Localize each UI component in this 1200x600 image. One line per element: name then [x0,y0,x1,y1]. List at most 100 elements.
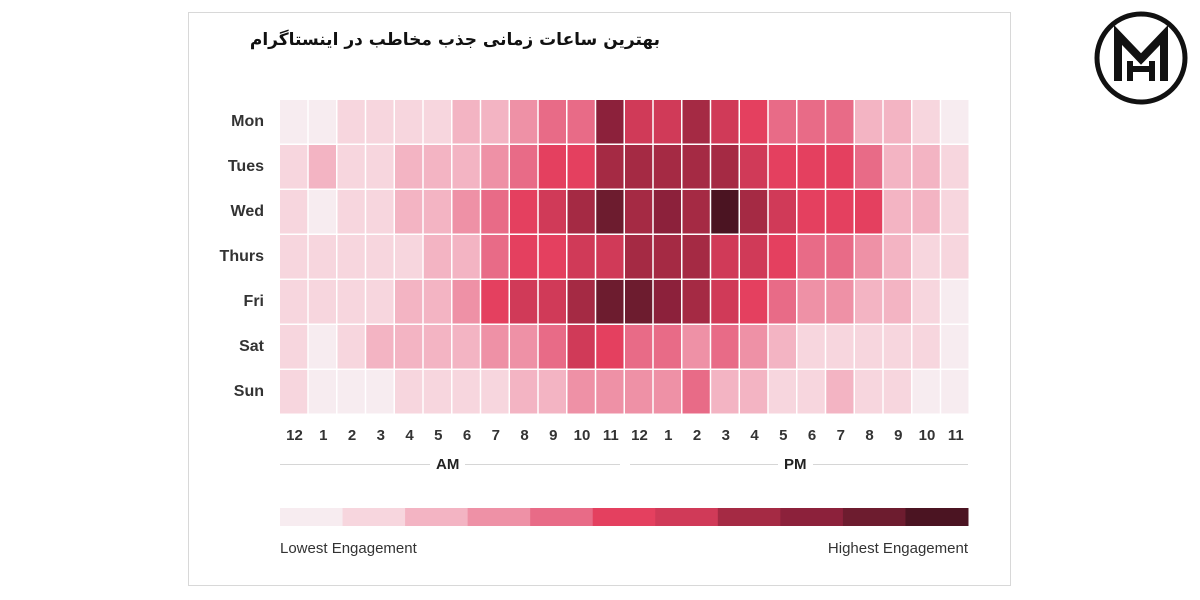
heatmap-cell-sun-18 [797,370,825,414]
hour-label-0: 12 [286,427,303,444]
heatmap-cell-tues-1 [308,145,336,189]
heatmap-cell-thurs-9 [538,235,566,279]
heatmap-cell-tues-19 [826,145,854,189]
heatmap-cell-fri-17 [768,280,796,324]
heatmap-cell-fri-5 [423,280,451,324]
heatmap-cell-mon-7 [481,100,509,144]
heatmap-cell-sun-6 [452,370,480,414]
heatmap-cell-tues-17 [768,145,796,189]
heatmap-cell-thurs-19 [826,235,854,279]
heatmap-cell-wed-19 [826,190,854,234]
heatmap-cell-mon-1 [308,100,336,144]
legend-swatch-0 [280,508,344,526]
heatmap-cell-sat-7 [481,325,509,369]
heatmap-cell-tues-22 [912,145,940,189]
m-monogram-logo [1094,11,1188,105]
legend-swatch-7 [717,508,781,526]
heatmap-cell-thurs-0 [280,235,308,279]
heatmap-cell-sun-3 [366,370,394,414]
heatmap-cell-fri-8 [510,280,538,324]
heatmap-cell-wed-8 [510,190,538,234]
heatmap-cell-wed-23 [941,190,969,234]
heatmap-cell-thurs-15 [711,235,739,279]
legend-swatch-1 [342,508,406,526]
heatmap-cell-mon-9 [538,100,566,144]
hour-label-9: 9 [549,427,558,444]
day-label-sun: Sun [233,382,264,400]
heatmap-cell-thurs-6 [452,235,480,279]
heatmap-cell-sun-20 [855,370,883,414]
hour-label-18: 6 [807,427,817,444]
hour-label-19: 7 [836,427,845,444]
heatmap-cell-tues-8 [510,145,538,189]
hour-label-23: 11 [947,427,964,444]
heatmap-cell-wed-5 [423,190,451,234]
heatmap-cell-sun-17 [768,370,796,414]
heatmap-cell-fri-23 [941,280,969,324]
heatmap-cell-mon-12 [625,100,653,144]
heatmap-cell-sun-7 [481,370,509,414]
heatmap-cell-sun-13 [653,370,681,414]
heatmap-cell-sun-19 [826,370,854,414]
heatmap-cell-mon-4 [395,100,423,144]
heatmap-cell-tues-21 [883,145,911,189]
heatmap-cell-mon-17 [768,100,796,144]
legend-swatch-2 [405,508,469,526]
heatmap-cell-wed-17 [768,190,796,234]
heatmap-cell-mon-2 [337,100,365,144]
heatmap-cell-sat-12 [625,325,653,369]
heatmap-cell-fri-22 [912,280,940,324]
heatmap-cell-fri-15 [711,280,739,324]
heatmap-cell-thurs-20 [855,235,883,279]
legend-high-label: Highest Engagement [827,540,968,557]
hour-label-5: 5 [434,427,443,444]
heatmap-cell-sat-13 [653,325,681,369]
legend-swatch-8 [780,508,844,526]
heatmap-cell-tues-13 [653,145,681,189]
day-label-sat: Sat [239,337,264,355]
heatmap-cell-sat-8 [510,325,538,369]
heatmap-cell-sat-3 [366,325,394,369]
hour-label-21: 9 [894,427,903,444]
heatmap-cell-sun-14 [682,370,710,414]
heatmap-cell-sat-22 [912,325,940,369]
heatmap-cell-thurs-8 [510,235,538,279]
heatmap-cell-tues-23 [941,145,969,189]
heatmap-cell-sun-10 [567,370,595,414]
heatmap-cell-fri-14 [682,280,710,324]
heatmap-cell-thurs-22 [912,235,940,279]
heatmap-cell-sun-0 [280,370,308,414]
heatmap-cell-thurs-3 [366,235,394,279]
heatmap-cell-sun-23 [941,370,969,414]
heatmap-cell-tues-7 [481,145,509,189]
heatmap-cell-wed-3 [366,190,394,234]
heatmap-cell-sat-11 [596,325,624,369]
heatmap-cell-sat-0 [280,325,308,369]
heatmap-cell-thurs-17 [768,235,796,279]
heatmap-cell-wed-2 [337,190,365,234]
heatmap-cell-thurs-16 [740,235,768,279]
legend-swatch-4 [530,508,594,526]
hour-label-10: 10 [573,427,591,444]
heatmap-cell-wed-15 [711,190,739,234]
legend-low-label: Lowest Engagement [280,540,417,557]
heatmap-cell-fri-3 [366,280,394,324]
heatmap-cell-sat-17 [768,325,796,369]
day-label-fri: Fri [243,292,264,310]
heatmap-cell-sat-1 [308,325,336,369]
heatmap-cell-thurs-13 [653,235,681,279]
heatmap-cell-sat-10 [567,325,595,369]
heatmap-cell-fri-12 [625,280,653,324]
legend-swatch-10 [905,508,969,526]
heatmap-cell-sat-15 [711,325,739,369]
heatmap-cell-fri-0 [280,280,308,324]
day-label-mon: Mon [231,112,264,130]
heatmap-cell-mon-3 [366,100,394,144]
heatmap-cell-tues-4 [395,145,423,189]
heatmap-cell-tues-14 [682,145,710,189]
heatmap-cell-mon-21 [883,100,911,144]
hour-label-17: 5 [779,427,788,444]
heatmap-cell-mon-8 [510,100,538,144]
heatmap-cell-fri-21 [883,280,911,324]
